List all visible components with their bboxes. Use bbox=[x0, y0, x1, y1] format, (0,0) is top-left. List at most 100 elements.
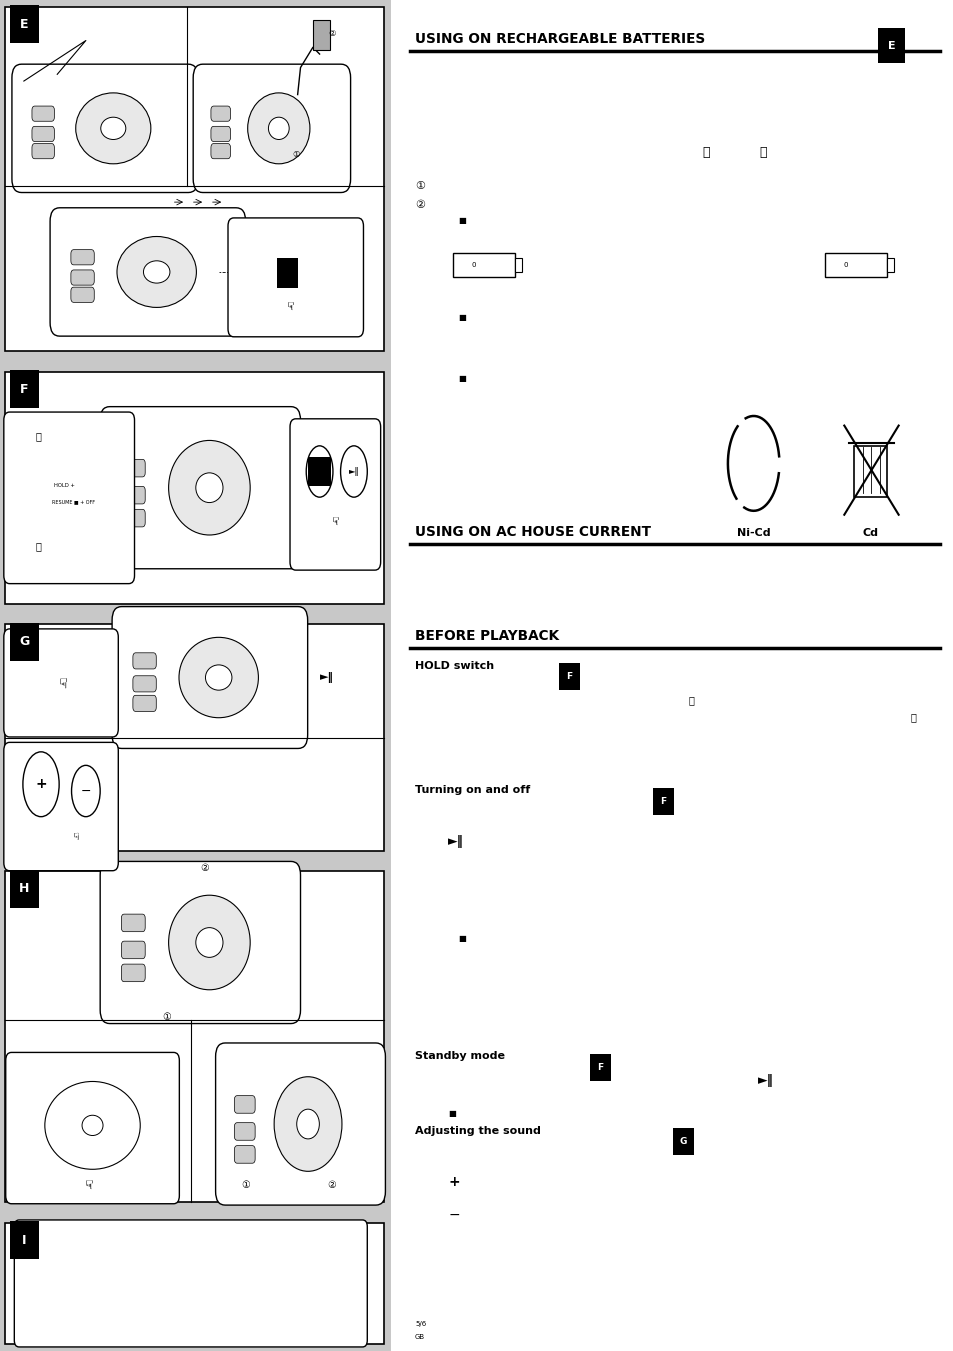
Text: −: − bbox=[80, 785, 91, 797]
Text: ►‖: ►‖ bbox=[348, 467, 359, 476]
FancyBboxPatch shape bbox=[853, 446, 886, 497]
Ellipse shape bbox=[117, 236, 196, 308]
FancyBboxPatch shape bbox=[121, 942, 145, 959]
Ellipse shape bbox=[143, 261, 170, 284]
Text: ➖: ➖ bbox=[759, 146, 766, 159]
Text: Ni-Cd: Ni-Cd bbox=[736, 528, 770, 538]
FancyBboxPatch shape bbox=[453, 253, 515, 277]
Text: Ⓑ: Ⓑ bbox=[35, 540, 41, 551]
Text: ①: ① bbox=[292, 150, 299, 158]
Text: ②: ② bbox=[415, 200, 424, 211]
Text: HOLD +: HOLD + bbox=[54, 482, 75, 488]
Text: F: F bbox=[597, 1063, 602, 1071]
FancyBboxPatch shape bbox=[877, 28, 904, 63]
FancyBboxPatch shape bbox=[308, 457, 331, 486]
Ellipse shape bbox=[169, 896, 250, 990]
Text: Turning on and off: Turning on and off bbox=[415, 785, 530, 796]
Text: ☞: ☞ bbox=[54, 677, 68, 689]
Text: ☞: ☞ bbox=[70, 831, 79, 840]
Ellipse shape bbox=[179, 638, 258, 717]
Text: E: E bbox=[886, 41, 894, 51]
Ellipse shape bbox=[23, 751, 59, 816]
Text: F: F bbox=[20, 382, 29, 396]
Text: ①: ① bbox=[241, 1179, 251, 1190]
Text: ■: ■ bbox=[457, 216, 465, 224]
FancyBboxPatch shape bbox=[391, 0, 953, 1351]
Ellipse shape bbox=[45, 1081, 140, 1170]
FancyBboxPatch shape bbox=[234, 1123, 254, 1140]
Text: Cd: Cd bbox=[862, 528, 877, 538]
FancyBboxPatch shape bbox=[211, 143, 231, 158]
FancyBboxPatch shape bbox=[5, 1223, 384, 1344]
Text: 5/6: 5/6 bbox=[415, 1321, 426, 1327]
Text: Adjusting the sound: Adjusting the sound bbox=[415, 1125, 540, 1136]
FancyBboxPatch shape bbox=[5, 624, 384, 851]
Ellipse shape bbox=[340, 446, 367, 497]
Text: +: + bbox=[35, 777, 47, 792]
Text: −: − bbox=[448, 1208, 459, 1221]
Ellipse shape bbox=[248, 93, 310, 163]
FancyBboxPatch shape bbox=[121, 459, 145, 477]
FancyBboxPatch shape bbox=[6, 1052, 179, 1204]
FancyBboxPatch shape bbox=[211, 127, 231, 142]
Ellipse shape bbox=[205, 665, 232, 690]
Text: ➕: ➕ bbox=[701, 146, 709, 159]
FancyBboxPatch shape bbox=[276, 258, 297, 288]
Ellipse shape bbox=[101, 118, 126, 139]
Text: G: G bbox=[19, 635, 30, 648]
Text: +: + bbox=[448, 1175, 459, 1189]
FancyBboxPatch shape bbox=[211, 107, 231, 122]
FancyBboxPatch shape bbox=[215, 1043, 385, 1205]
FancyBboxPatch shape bbox=[4, 743, 118, 871]
FancyBboxPatch shape bbox=[50, 208, 246, 336]
Text: ①: ① bbox=[415, 181, 424, 192]
Ellipse shape bbox=[274, 1077, 341, 1171]
FancyBboxPatch shape bbox=[4, 412, 134, 584]
Text: ■: ■ bbox=[448, 1109, 456, 1117]
Text: E: E bbox=[20, 18, 29, 31]
FancyBboxPatch shape bbox=[71, 250, 94, 265]
FancyBboxPatch shape bbox=[100, 407, 300, 569]
FancyBboxPatch shape bbox=[4, 628, 118, 736]
FancyBboxPatch shape bbox=[672, 1128, 693, 1155]
FancyBboxPatch shape bbox=[100, 862, 300, 1024]
Text: BEFORE PLAYBACK: BEFORE PLAYBACK bbox=[415, 630, 558, 643]
Text: ☞: ☞ bbox=[79, 1179, 92, 1190]
FancyBboxPatch shape bbox=[10, 1221, 39, 1259]
Text: ■: ■ bbox=[457, 935, 465, 943]
Ellipse shape bbox=[75, 93, 151, 163]
FancyBboxPatch shape bbox=[234, 1146, 254, 1163]
Text: ②: ② bbox=[200, 863, 210, 873]
FancyBboxPatch shape bbox=[32, 127, 54, 142]
Text: 0: 0 bbox=[843, 262, 847, 267]
Text: ②: ② bbox=[327, 1179, 336, 1190]
FancyBboxPatch shape bbox=[121, 915, 145, 932]
FancyBboxPatch shape bbox=[313, 20, 330, 50]
Text: Standby mode: Standby mode bbox=[415, 1051, 504, 1062]
Text: H: H bbox=[19, 882, 30, 896]
Ellipse shape bbox=[306, 446, 333, 497]
FancyBboxPatch shape bbox=[10, 623, 39, 661]
Text: GB: GB bbox=[415, 1335, 425, 1340]
FancyBboxPatch shape bbox=[5, 372, 384, 604]
FancyBboxPatch shape bbox=[193, 63, 350, 192]
FancyBboxPatch shape bbox=[32, 107, 54, 122]
Text: ☞: ☞ bbox=[328, 516, 337, 527]
FancyBboxPatch shape bbox=[589, 1054, 610, 1081]
FancyBboxPatch shape bbox=[121, 486, 145, 504]
Text: HOLD switch: HOLD switch bbox=[415, 661, 494, 671]
FancyBboxPatch shape bbox=[132, 696, 156, 712]
Text: 0: 0 bbox=[472, 262, 476, 267]
FancyBboxPatch shape bbox=[515, 258, 521, 272]
FancyBboxPatch shape bbox=[228, 218, 363, 336]
FancyBboxPatch shape bbox=[290, 419, 380, 570]
Text: ①: ① bbox=[162, 1012, 172, 1021]
FancyBboxPatch shape bbox=[10, 5, 39, 43]
Text: ■: ■ bbox=[457, 313, 465, 322]
FancyBboxPatch shape bbox=[5, 871, 384, 1202]
Text: ►‖: ►‖ bbox=[448, 835, 464, 848]
Text: USING ON AC HOUSE CURRENT: USING ON AC HOUSE CURRENT bbox=[415, 526, 650, 539]
Text: ■: ■ bbox=[457, 374, 465, 382]
FancyBboxPatch shape bbox=[132, 676, 156, 692]
Ellipse shape bbox=[296, 1109, 319, 1139]
